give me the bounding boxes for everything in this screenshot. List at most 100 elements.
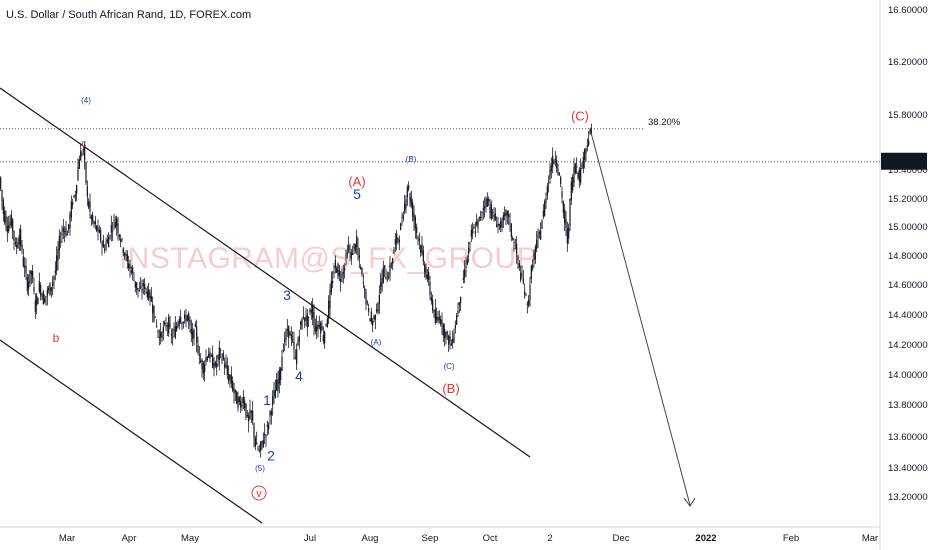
candle-body (241, 405, 243, 407)
candle (450, 339, 452, 346)
candle-body (373, 315, 375, 319)
candle (296, 343, 298, 370)
candle-body (453, 333, 455, 342)
candle-body (366, 302, 368, 304)
candle (485, 196, 487, 213)
candle-body (584, 149, 586, 160)
candle (165, 317, 167, 332)
candle (416, 223, 418, 240)
candle-body (426, 274, 428, 279)
candle-body (332, 280, 334, 284)
candle (264, 423, 266, 445)
candle-body (420, 245, 422, 253)
candle-body (300, 321, 302, 326)
candle-body (108, 236, 110, 248)
candle (256, 431, 258, 445)
candle (276, 372, 278, 392)
price-tick-label: 14.00000 (888, 370, 928, 381)
candle (513, 238, 515, 252)
candle (42, 289, 44, 305)
candle-body (440, 319, 442, 325)
candle-body (128, 263, 130, 269)
candle (370, 307, 372, 325)
candle (464, 259, 466, 283)
candle (332, 270, 334, 289)
candle-body (368, 308, 370, 312)
candle-body (226, 365, 228, 375)
candle-body (417, 236, 419, 239)
candle-body (276, 379, 278, 391)
candle (482, 200, 484, 220)
candle-body (57, 248, 59, 261)
candle-body (118, 235, 120, 238)
candle (237, 391, 239, 412)
candle (273, 381, 275, 404)
candle (349, 243, 351, 262)
candle-body (462, 277, 464, 280)
candle (25, 257, 27, 281)
candle (6, 216, 8, 243)
candle-body (30, 271, 32, 275)
candle-body (22, 256, 24, 267)
candle-body (168, 317, 170, 334)
candle (410, 190, 412, 209)
candle (241, 397, 243, 411)
candle (409, 192, 411, 208)
candle-body (205, 357, 207, 362)
candle-body (230, 374, 232, 384)
candle (428, 266, 430, 286)
candle-body (549, 169, 551, 180)
candle-body (252, 410, 254, 421)
candle (21, 240, 23, 255)
candle (105, 237, 107, 252)
candle (37, 297, 39, 305)
candle-body (32, 271, 34, 279)
candle-body (421, 244, 423, 254)
candle (345, 249, 347, 266)
candle (221, 353, 223, 365)
candle-body (170, 334, 172, 336)
candle (372, 317, 374, 333)
candle-body (85, 162, 87, 184)
candle (389, 255, 391, 282)
candle-body (469, 242, 471, 245)
candle-body (257, 448, 259, 450)
candle-body (542, 210, 544, 217)
candle-body (245, 403, 247, 418)
candle (458, 302, 460, 313)
candle (210, 353, 212, 358)
candle (516, 236, 518, 265)
candle-body (185, 318, 187, 322)
candle-body (173, 329, 175, 331)
price-tick-label: 14.60000 (888, 280, 928, 291)
candle-body (220, 349, 222, 351)
candle (304, 317, 306, 329)
candle (153, 305, 155, 323)
candle-body (408, 185, 410, 190)
candle-body (357, 246, 359, 256)
candle (262, 432, 264, 448)
candle (320, 320, 322, 343)
candle-body (414, 216, 416, 229)
candle-body (282, 350, 284, 352)
candle (576, 157, 578, 174)
candle-body (33, 286, 35, 292)
candle-body (100, 229, 102, 241)
candle-body (344, 267, 346, 271)
candle-body (198, 354, 200, 356)
candle-body (264, 433, 266, 435)
candle-body (202, 362, 204, 374)
candle-body (434, 309, 436, 324)
candle (184, 310, 186, 324)
candle-body (113, 219, 115, 221)
candle-body (28, 281, 30, 289)
candle (261, 440, 263, 450)
wave-label: 2 (267, 447, 275, 463)
candle-body (261, 440, 263, 444)
candle (456, 312, 458, 325)
candle-body (476, 221, 478, 226)
candle-body (517, 255, 519, 260)
candle-body (297, 340, 299, 346)
candle-body (554, 159, 556, 161)
